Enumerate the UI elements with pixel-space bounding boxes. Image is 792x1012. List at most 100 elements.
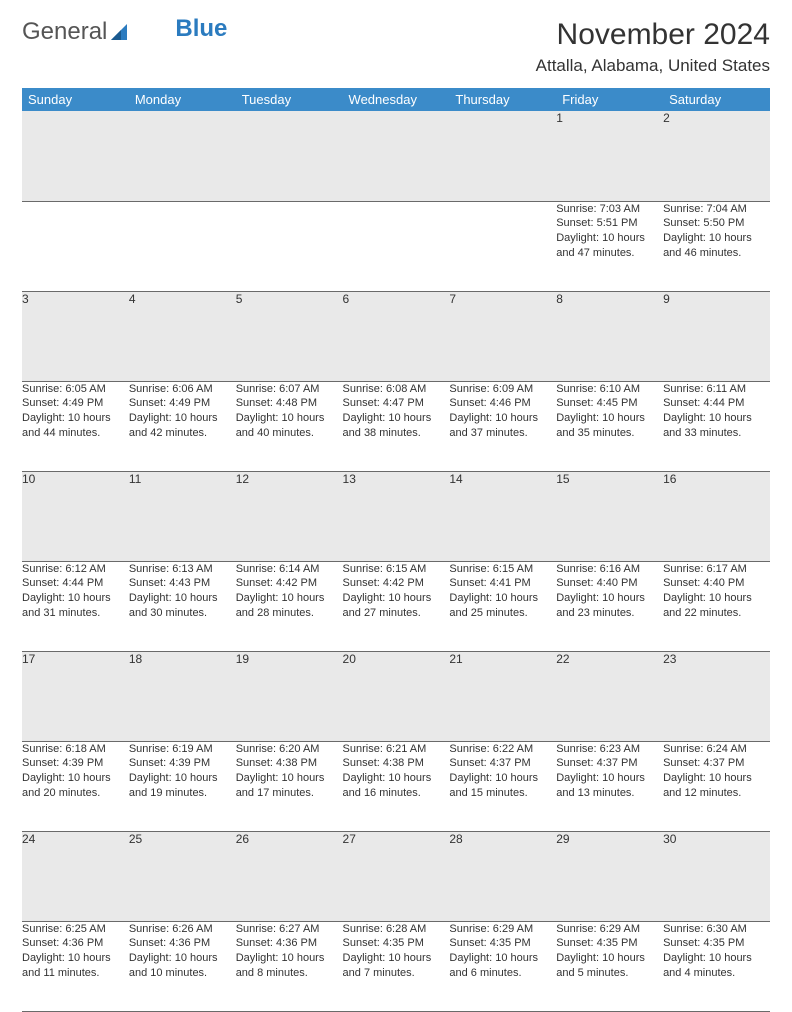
day-number-cell: 24 — [22, 831, 129, 921]
sunset-text: Sunset: 5:50 PM — [663, 216, 770, 231]
page-title: November 2024 — [536, 18, 770, 52]
daylight-text: Daylight: 10 hours and 10 minutes. — [129, 951, 236, 981]
daylight-text: Daylight: 10 hours and 7 minutes. — [343, 951, 450, 981]
day-number-cell: 14 — [449, 471, 556, 561]
day-number-cell: 1 — [556, 111, 663, 201]
day-detail-cell — [343, 201, 450, 291]
daylight-text: Daylight: 10 hours and 5 minutes. — [556, 951, 663, 981]
day-detail-cell: Sunrise: 6:10 AMSunset: 4:45 PMDaylight:… — [556, 381, 663, 471]
header: General Blue November 2024 Attalla, Alab… — [22, 18, 770, 76]
day-number-cell: 28 — [449, 831, 556, 921]
day-detail-cell: Sunrise: 6:17 AMSunset: 4:40 PMDaylight:… — [663, 561, 770, 651]
sunset-text: Sunset: 4:35 PM — [663, 936, 770, 951]
day-number-cell: 5 — [236, 291, 343, 381]
day-detail-cell: Sunrise: 6:07 AMSunset: 4:48 PMDaylight:… — [236, 381, 343, 471]
sunset-text: Sunset: 4:44 PM — [663, 396, 770, 411]
daynum-row: 3456789 — [22, 291, 770, 381]
sunrise-text: Sunrise: 7:04 AM — [663, 202, 770, 217]
day-number-cell: 20 — [343, 651, 450, 741]
sunrise-text: Sunrise: 6:07 AM — [236, 382, 343, 397]
sunrise-text: Sunrise: 6:29 AM — [556, 922, 663, 937]
day-number-cell: 6 — [343, 291, 450, 381]
day-detail-cell: Sunrise: 6:08 AMSunset: 4:47 PMDaylight:… — [343, 381, 450, 471]
logo-sail-icon — [109, 22, 131, 42]
weekday-header: Thursday — [449, 88, 556, 111]
day-detail-cell: Sunrise: 6:15 AMSunset: 4:42 PMDaylight:… — [343, 561, 450, 651]
daylight-text: Daylight: 10 hours and 38 minutes. — [343, 411, 450, 441]
sunrise-text: Sunrise: 6:21 AM — [343, 742, 450, 757]
sunset-text: Sunset: 4:41 PM — [449, 576, 556, 591]
sunset-text: Sunset: 4:37 PM — [663, 756, 770, 771]
daynum-row: 17181920212223 — [22, 651, 770, 741]
sunrise-text: Sunrise: 6:11 AM — [663, 382, 770, 397]
day-detail-cell: Sunrise: 7:04 AMSunset: 5:50 PMDaylight:… — [663, 201, 770, 291]
day-number-cell: 9 — [663, 291, 770, 381]
sunrise-text: Sunrise: 6:20 AM — [236, 742, 343, 757]
sunset-text: Sunset: 4:43 PM — [129, 576, 236, 591]
day-number-cell: 30 — [663, 831, 770, 921]
daylight-text: Daylight: 10 hours and 6 minutes. — [449, 951, 556, 981]
day-number-cell: 26 — [236, 831, 343, 921]
sunrise-text: Sunrise: 6:18 AM — [22, 742, 129, 757]
sunrise-text: Sunrise: 6:29 AM — [449, 922, 556, 937]
daylight-text: Daylight: 10 hours and 22 minutes. — [663, 591, 770, 621]
sunrise-text: Sunrise: 6:08 AM — [343, 382, 450, 397]
day-detail-cell: Sunrise: 6:20 AMSunset: 4:38 PMDaylight:… — [236, 741, 343, 831]
weekday-header: Wednesday — [343, 88, 450, 111]
sunrise-text: Sunrise: 6:09 AM — [449, 382, 556, 397]
day-number-cell: 8 — [556, 291, 663, 381]
daylight-text: Daylight: 10 hours and 4 minutes. — [663, 951, 770, 981]
daylight-text: Daylight: 10 hours and 27 minutes. — [343, 591, 450, 621]
daylight-text: Daylight: 10 hours and 17 minutes. — [236, 771, 343, 801]
day-detail-cell: Sunrise: 6:26 AMSunset: 4:36 PMDaylight:… — [129, 921, 236, 1011]
calendar-table: Sunday Monday Tuesday Wednesday Thursday… — [22, 88, 770, 1012]
day-detail-cell — [129, 201, 236, 291]
day-number-cell: 11 — [129, 471, 236, 561]
day-number-cell: 15 — [556, 471, 663, 561]
day-number-cell: 10 — [22, 471, 129, 561]
daylight-text: Daylight: 10 hours and 12 minutes. — [663, 771, 770, 801]
day-detail-cell: Sunrise: 6:21 AMSunset: 4:38 PMDaylight:… — [343, 741, 450, 831]
sunrise-text: Sunrise: 6:14 AM — [236, 562, 343, 577]
day-number-cell — [343, 111, 450, 201]
sunset-text: Sunset: 4:42 PM — [343, 576, 450, 591]
daylight-text: Daylight: 10 hours and 37 minutes. — [449, 411, 556, 441]
day-number-cell: 16 — [663, 471, 770, 561]
day-detail-cell: Sunrise: 6:30 AMSunset: 4:35 PMDaylight:… — [663, 921, 770, 1011]
day-detail-cell: Sunrise: 6:11 AMSunset: 4:44 PMDaylight:… — [663, 381, 770, 471]
weekday-header: Monday — [129, 88, 236, 111]
daylight-text: Daylight: 10 hours and 46 minutes. — [663, 231, 770, 261]
day-number-cell: 19 — [236, 651, 343, 741]
detail-row: Sunrise: 7:03 AMSunset: 5:51 PMDaylight:… — [22, 201, 770, 291]
weekday-header: Friday — [556, 88, 663, 111]
sunrise-text: Sunrise: 6:17 AM — [663, 562, 770, 577]
sunset-text: Sunset: 4:37 PM — [449, 756, 556, 771]
sunrise-text: Sunrise: 6:15 AM — [449, 562, 556, 577]
sunset-text: Sunset: 4:38 PM — [343, 756, 450, 771]
day-detail-cell: Sunrise: 6:14 AMSunset: 4:42 PMDaylight:… — [236, 561, 343, 651]
day-detail-cell: Sunrise: 6:22 AMSunset: 4:37 PMDaylight:… — [449, 741, 556, 831]
daylight-text: Daylight: 10 hours and 28 minutes. — [236, 591, 343, 621]
daylight-text: Daylight: 10 hours and 40 minutes. — [236, 411, 343, 441]
sunset-text: Sunset: 5:51 PM — [556, 216, 663, 231]
day-detail-cell: Sunrise: 6:05 AMSunset: 4:49 PMDaylight:… — [22, 381, 129, 471]
sunset-text: Sunset: 4:37 PM — [556, 756, 663, 771]
sunset-text: Sunset: 4:36 PM — [236, 936, 343, 951]
day-detail-cell: Sunrise: 6:28 AMSunset: 4:35 PMDaylight:… — [343, 921, 450, 1011]
day-number-cell: 7 — [449, 291, 556, 381]
day-detail-cell: Sunrise: 6:16 AMSunset: 4:40 PMDaylight:… — [556, 561, 663, 651]
daylight-text: Daylight: 10 hours and 44 minutes. — [22, 411, 129, 441]
sunrise-text: Sunrise: 6:12 AM — [22, 562, 129, 577]
day-number-cell — [129, 111, 236, 201]
sunset-text: Sunset: 4:49 PM — [22, 396, 129, 411]
title-block: November 2024 Attalla, Alabama, United S… — [536, 18, 770, 76]
sunset-text: Sunset: 4:35 PM — [449, 936, 556, 951]
logo-text-b: Blue — [175, 15, 227, 43]
day-number-cell: 25 — [129, 831, 236, 921]
sunset-text: Sunset: 4:48 PM — [236, 396, 343, 411]
sunrise-text: Sunrise: 6:26 AM — [129, 922, 236, 937]
sunset-text: Sunset: 4:44 PM — [22, 576, 129, 591]
day-number-cell — [22, 111, 129, 201]
weekday-header: Saturday — [663, 88, 770, 111]
sunset-text: Sunset: 4:40 PM — [663, 576, 770, 591]
